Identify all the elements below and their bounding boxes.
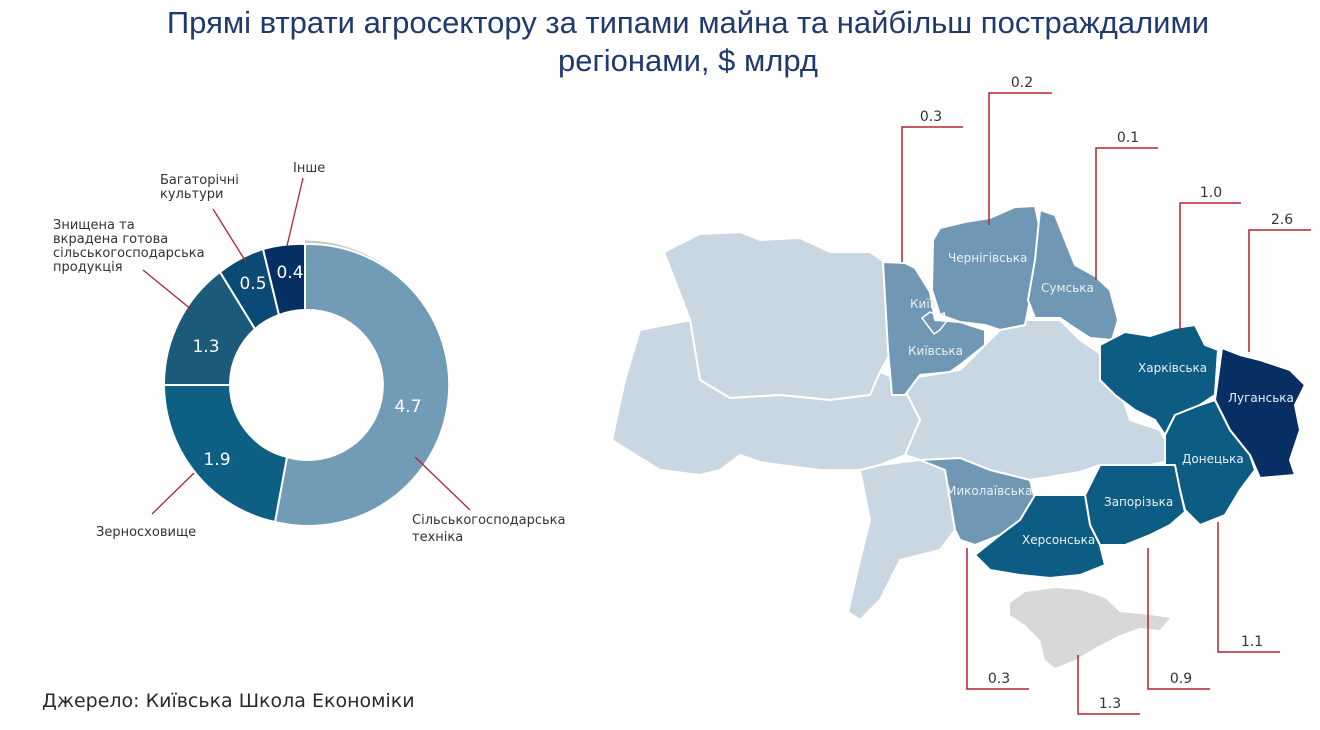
label-khersonska: Херсонська	[1022, 533, 1095, 547]
region-kharkivska	[1099, 324, 1219, 436]
chart-title: Прямі втрати агросектору за типами майна…	[0, 4, 1320, 80]
region-crimea	[1010, 588, 1170, 668]
segment-grain-storage	[162, 384, 289, 524]
callout-value-kharkivska: 1.0	[1200, 185, 1222, 201]
leader-other	[286, 177, 304, 247]
callout-value-donetska: 1.1	[1241, 634, 1263, 650]
value-perennial: 0.5	[239, 274, 266, 294]
callout-value-luhanska: 2.6	[1271, 212, 1293, 228]
callout-line-zaporizka	[1147, 548, 1210, 690]
region-kyivska	[882, 261, 986, 396]
callout-value-chernihivska: 0.2	[1011, 75, 1033, 91]
callout-value-mykolaivska: 0.3	[988, 671, 1010, 687]
region-luhanska	[1214, 347, 1306, 479]
label-zaporizka: Запорізька	[1104, 495, 1173, 509]
region-odeska	[847, 459, 956, 621]
callout-line-donetska	[1217, 522, 1280, 653]
callout-line-kharkivska	[1179, 202, 1241, 330]
callout-value-zaporizka: 0.9	[1170, 671, 1192, 687]
callout-line-khersonska	[1077, 655, 1140, 715]
label-perennial: Багаторічні культури	[160, 173, 243, 202]
value-grain: 1.9	[203, 450, 230, 470]
callout-line-chernihivska	[988, 92, 1052, 225]
callout-line-kyivska	[901, 126, 963, 262]
label-donetska: Донецька	[1182, 452, 1244, 466]
leader-grain	[151, 472, 195, 515]
source-note: Джерело: Київська Школа Економіки	[42, 690, 415, 712]
segment-machinery	[273, 242, 451, 527]
label-products: Знищена та вкрадена готова сільськогоспо…	[53, 218, 209, 275]
donut-chart: 4.7 1.9 1.3 0.5 0.4 Сільськогосподарська…	[53, 161, 570, 545]
label-kyivska: Київська	[908, 344, 963, 358]
callout-value-kyivska: 0.3	[920, 109, 942, 125]
callout-line-sumska	[1095, 147, 1158, 280]
leader-perennial	[212, 208, 247, 263]
label-sumska: Сумська	[1041, 281, 1094, 295]
title-line-2: регіонами, $ млрд	[557, 43, 818, 78]
callout-value-sumska: 0.1	[1117, 130, 1139, 146]
segment-other	[261, 242, 306, 317]
region-chernihivska	[931, 205, 1041, 331]
leader-products	[142, 269, 193, 311]
kyiv-city-outline	[920, 311, 947, 336]
callout-value-khersonska: 1.3	[1099, 696, 1121, 712]
value-other: 0.4	[276, 263, 303, 283]
label-machinery: Сільськогосподарська техніка	[412, 513, 570, 545]
value-products: 1.3	[192, 337, 219, 357]
label-luhanska: Луганська	[1228, 391, 1294, 405]
leader-machinery	[414, 456, 471, 511]
label-grain: Зерносховище	[96, 525, 196, 540]
label-mykolaivska: Миколаївська	[946, 484, 1032, 498]
value-machinery: 4.7	[394, 397, 421, 417]
region-khersonska	[974, 494, 1106, 579]
segment-products	[162, 270, 257, 386]
title-line-1: Прямі втрати агросектору за типами майна…	[166, 5, 1210, 40]
label-kharkivska: Харківська	[1138, 361, 1207, 375]
label-other: Інше	[293, 161, 325, 176]
label-kyiv-city: Київ	[910, 297, 937, 311]
callout-line-luhanska	[1248, 229, 1311, 352]
callout-line-mykolaivska	[966, 548, 1029, 690]
label-chernihivska: Чернігівська	[948, 251, 1027, 265]
